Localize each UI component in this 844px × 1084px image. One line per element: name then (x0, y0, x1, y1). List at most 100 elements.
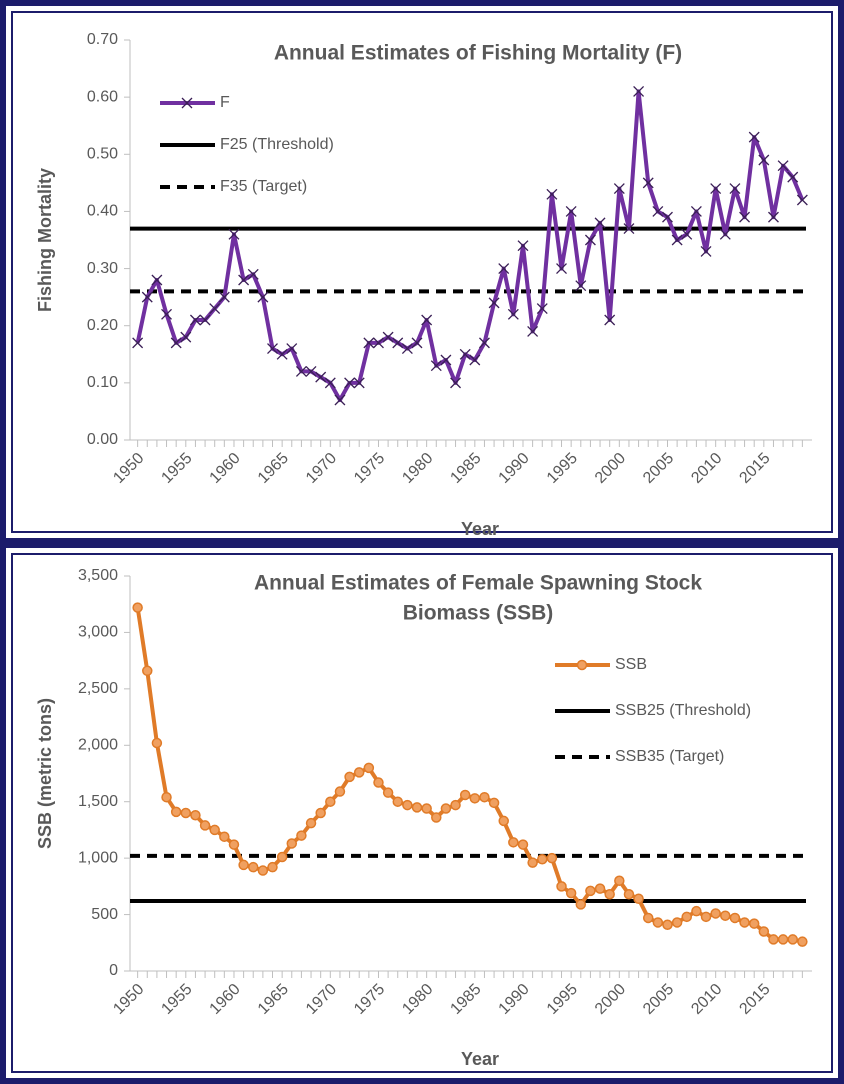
marker (700, 245, 712, 257)
marker (787, 171, 799, 183)
marker (276, 851, 288, 863)
marker (161, 308, 172, 320)
y-tick-label: 0.30 (87, 260, 118, 277)
marker (739, 211, 751, 223)
marker (325, 796, 336, 807)
marker (344, 771, 355, 783)
x-tick-label: 1960 (207, 981, 244, 1018)
marker (440, 803, 452, 814)
marker (479, 791, 490, 803)
marker (498, 263, 510, 275)
marker (575, 280, 587, 292)
legend-marker (181, 97, 193, 109)
marker (777, 160, 789, 172)
marker (768, 934, 779, 945)
marker (199, 820, 211, 831)
chart-title: Biomass (SSB) (403, 602, 554, 625)
marker (768, 211, 779, 223)
panel-border (0, 0, 844, 544)
marker (517, 240, 529, 252)
marker (690, 205, 702, 217)
marker (219, 831, 230, 842)
marker (758, 154, 770, 166)
marker (305, 365, 317, 377)
marker (257, 865, 269, 876)
marker (286, 838, 298, 849)
marker (613, 183, 625, 195)
marker (710, 908, 721, 919)
marker (614, 875, 625, 886)
marker (238, 274, 250, 286)
x-tick-label: 2010 (688, 981, 725, 1018)
marker (469, 793, 481, 804)
marker (209, 824, 220, 836)
y-tick-label: 0.00 (87, 431, 118, 448)
x-tick-label: 2015 (736, 450, 773, 487)
marker (392, 337, 404, 349)
marker (527, 857, 538, 868)
marker (382, 787, 394, 798)
marker (132, 337, 144, 349)
x-tick-label: 1950 (110, 450, 147, 487)
marker (527, 325, 539, 337)
marker (315, 371, 327, 383)
y-tick-label: 2,500 (78, 680, 118, 697)
marker (267, 861, 278, 873)
y-tick-label: 0.60 (87, 88, 118, 105)
marker (209, 303, 221, 315)
marker (642, 177, 654, 189)
y-tick-label: 0 (109, 962, 118, 979)
marker (142, 665, 153, 677)
marker (691, 905, 702, 917)
marker (440, 354, 452, 366)
marker (748, 131, 760, 143)
marker (267, 343, 278, 355)
marker (748, 918, 760, 929)
x-tick-label: 1990 (496, 981, 533, 1018)
y-tick-label: 1,500 (78, 793, 118, 810)
marker (565, 205, 577, 217)
marker (556, 263, 567, 275)
marker (295, 365, 307, 377)
marker (700, 911, 712, 923)
x-tick-label: 2000 (592, 981, 629, 1018)
y-tick-label: 2,000 (78, 737, 118, 754)
x-tick-label: 1965 (255, 981, 292, 1018)
legend-label: SSB25 (Threshold) (615, 702, 751, 719)
legend-label: SSB35 (Target) (615, 748, 724, 765)
marker (508, 837, 519, 848)
marker (199, 314, 211, 326)
marker (276, 348, 288, 360)
y-tick-label: 0.70 (87, 31, 118, 48)
x-tick-label: 2005 (640, 450, 677, 487)
marker (247, 861, 259, 873)
marker (652, 917, 664, 928)
marker (546, 852, 558, 864)
y-tick-label: 1,000 (78, 849, 118, 866)
marker (488, 797, 500, 809)
marker (662, 919, 673, 930)
marker (305, 817, 317, 829)
marker (546, 188, 558, 200)
x-tick-label: 2005 (640, 981, 677, 1018)
marker (373, 777, 384, 788)
x-tick-label: 1955 (158, 981, 195, 1018)
x-tick-label: 1980 (399, 981, 436, 1018)
marker (228, 228, 240, 240)
marker (238, 859, 249, 871)
legend-label: F (220, 94, 230, 111)
marker (633, 85, 645, 97)
marker (720, 910, 731, 921)
marker (796, 194, 808, 206)
legend-label: F25 (Threshold) (220, 136, 334, 153)
marker (344, 377, 356, 389)
marker (710, 183, 722, 195)
series-line (135, 607, 803, 944)
x-tick-label: 1985 (447, 450, 484, 487)
marker (315, 807, 326, 819)
marker (402, 799, 413, 811)
y-tick-label: 0.40 (87, 203, 118, 220)
marker (189, 314, 201, 326)
marker (797, 936, 808, 947)
